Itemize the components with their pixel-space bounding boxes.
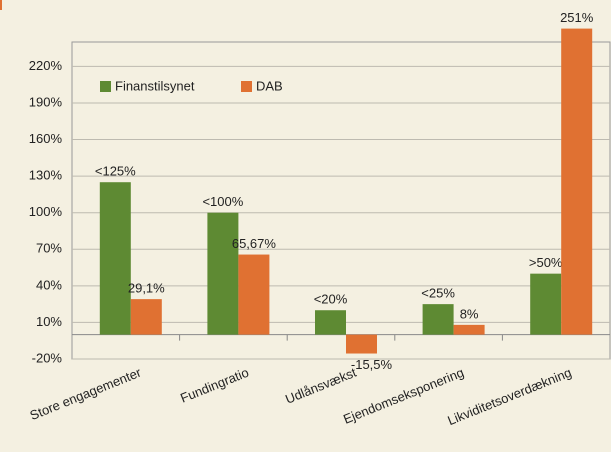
data-label: -15,5% xyxy=(351,357,393,372)
y-tick-label: 190% xyxy=(29,94,63,109)
legend-swatch xyxy=(241,81,252,92)
bar xyxy=(207,212,239,335)
bar xyxy=(130,299,162,335)
data-label: <25% xyxy=(421,286,455,301)
bar xyxy=(422,304,454,335)
bar xyxy=(238,254,270,335)
data-label: 8% xyxy=(460,306,479,321)
bar xyxy=(315,310,346,335)
y-tick-label: -20% xyxy=(32,350,63,365)
data-label: 251% xyxy=(560,10,594,25)
data-label: 29,1% xyxy=(128,281,165,296)
legend-label: Finanstilsynet xyxy=(115,78,195,93)
bar xyxy=(346,334,377,354)
bar xyxy=(561,28,593,335)
legend-swatch xyxy=(100,81,111,92)
data-label: <125% xyxy=(95,164,136,179)
y-tick-label: 40% xyxy=(36,277,62,292)
legend-label: DAB xyxy=(256,78,283,93)
y-tick-label: 160% xyxy=(29,131,63,146)
corner-accent xyxy=(0,0,2,10)
y-tick-label: 10% xyxy=(36,314,62,329)
y-tick-label: 220% xyxy=(29,58,63,73)
data-label: >50% xyxy=(529,255,563,270)
data-label: <100% xyxy=(202,194,243,209)
data-label: 65,67% xyxy=(232,236,277,251)
y-tick-label: 130% xyxy=(29,168,63,183)
data-label: <20% xyxy=(314,292,348,307)
y-tick-label: 100% xyxy=(29,204,63,219)
y-tick-label: 70% xyxy=(36,241,62,256)
bar xyxy=(453,324,485,335)
bar xyxy=(99,182,131,335)
bar xyxy=(530,273,562,335)
